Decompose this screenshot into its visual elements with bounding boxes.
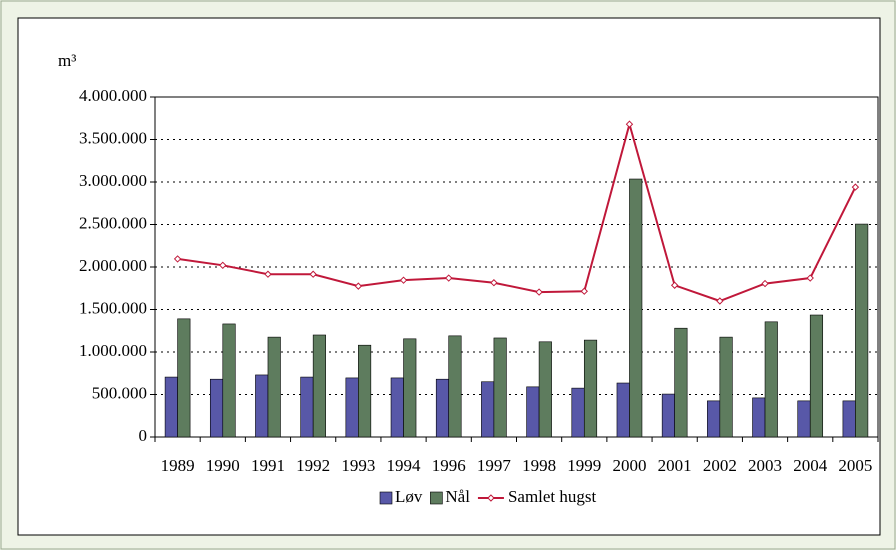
x-tick-label: 1989 bbox=[161, 456, 195, 475]
bar bbox=[809, 314, 824, 438]
line-marker bbox=[445, 274, 453, 282]
bar bbox=[719, 336, 733, 438]
legend-label: Samlet hugst bbox=[508, 487, 597, 506]
y-tick-label: 4.000.000 bbox=[79, 86, 147, 105]
bar bbox=[448, 335, 462, 438]
x-tick-label: 1994 bbox=[387, 456, 422, 475]
x-tick-label: 2005 bbox=[838, 456, 872, 475]
bar bbox=[526, 386, 540, 438]
line-marker bbox=[580, 287, 588, 295]
bar bbox=[616, 382, 630, 438]
bar bbox=[390, 377, 404, 438]
bar bbox=[855, 223, 869, 438]
legend-label: Løv bbox=[395, 487, 423, 506]
y-tick-label: 0 bbox=[139, 426, 148, 445]
y-tick-label: 2.000.000 bbox=[79, 256, 147, 275]
bar bbox=[493, 337, 507, 438]
line-marker bbox=[761, 279, 769, 288]
bar bbox=[707, 400, 721, 438]
bar bbox=[435, 378, 450, 438]
x-tick-label: 1996 bbox=[432, 456, 466, 475]
line-marker bbox=[490, 279, 498, 287]
bar bbox=[209, 378, 224, 438]
y-tick-label: 3.500.000 bbox=[79, 128, 147, 147]
x-tick-label: 1991 bbox=[251, 456, 285, 475]
line-marker bbox=[851, 183, 860, 191]
line-marker bbox=[806, 274, 814, 282]
y-tick-label: 500.000 bbox=[92, 383, 147, 402]
x-tick-label: 2003 bbox=[748, 456, 782, 475]
bar bbox=[571, 387, 585, 438]
y-tick-label: 2.500.000 bbox=[79, 213, 147, 232]
bar bbox=[222, 323, 236, 438]
line-marker bbox=[309, 270, 317, 278]
line-marker bbox=[354, 282, 363, 290]
bar bbox=[583, 339, 598, 438]
y-tick-label: 3.000.000 bbox=[79, 171, 147, 190]
x-tick-label: 2004 bbox=[793, 456, 828, 475]
legend-swatch bbox=[430, 491, 443, 505]
line-marker bbox=[716, 297, 724, 305]
bar bbox=[842, 400, 856, 438]
bar bbox=[797, 400, 811, 438]
x-tick-label: 1990 bbox=[206, 456, 240, 475]
bar bbox=[345, 377, 359, 438]
line-marker bbox=[670, 281, 679, 289]
x-tick-label: 1992 bbox=[296, 456, 330, 475]
line-marker bbox=[264, 270, 272, 278]
y-axis-label: m³ bbox=[58, 51, 76, 70]
bar bbox=[267, 336, 281, 438]
line-marker bbox=[219, 261, 227, 270]
x-tick-label: 2002 bbox=[703, 456, 737, 475]
x-tick-label: 1997 bbox=[477, 456, 512, 475]
bar bbox=[538, 341, 552, 438]
x-tick-label: 2001 bbox=[658, 456, 692, 475]
bar bbox=[629, 178, 643, 438]
bar bbox=[300, 376, 314, 438]
y-tick-label: 1.000.000 bbox=[79, 341, 147, 360]
bar bbox=[661, 393, 675, 438]
bar bbox=[481, 381, 495, 438]
y-tick-label: 1.500.000 bbox=[79, 298, 147, 317]
bar bbox=[764, 321, 778, 438]
line-marker bbox=[173, 255, 182, 263]
bar bbox=[177, 318, 191, 438]
bar bbox=[674, 327, 688, 438]
legend-swatch bbox=[379, 491, 393, 505]
bar bbox=[358, 344, 372, 438]
line-marker bbox=[625, 120, 634, 128]
bar bbox=[403, 338, 417, 438]
legend-marker bbox=[487, 494, 495, 502]
x-tick-label: 1998 bbox=[522, 456, 556, 475]
bar bbox=[312, 334, 326, 438]
x-tick-label: 1993 bbox=[341, 456, 375, 475]
bar bbox=[255, 374, 269, 438]
bar bbox=[164, 376, 178, 438]
x-tick-label: 1999 bbox=[567, 456, 601, 475]
bar bbox=[752, 397, 766, 438]
line-series bbox=[177, 120, 857, 303]
legend-label: Nål bbox=[445, 487, 470, 506]
x-tick-label: 2000 bbox=[612, 456, 646, 475]
line-marker bbox=[535, 288, 543, 296]
line-marker bbox=[399, 276, 408, 284]
